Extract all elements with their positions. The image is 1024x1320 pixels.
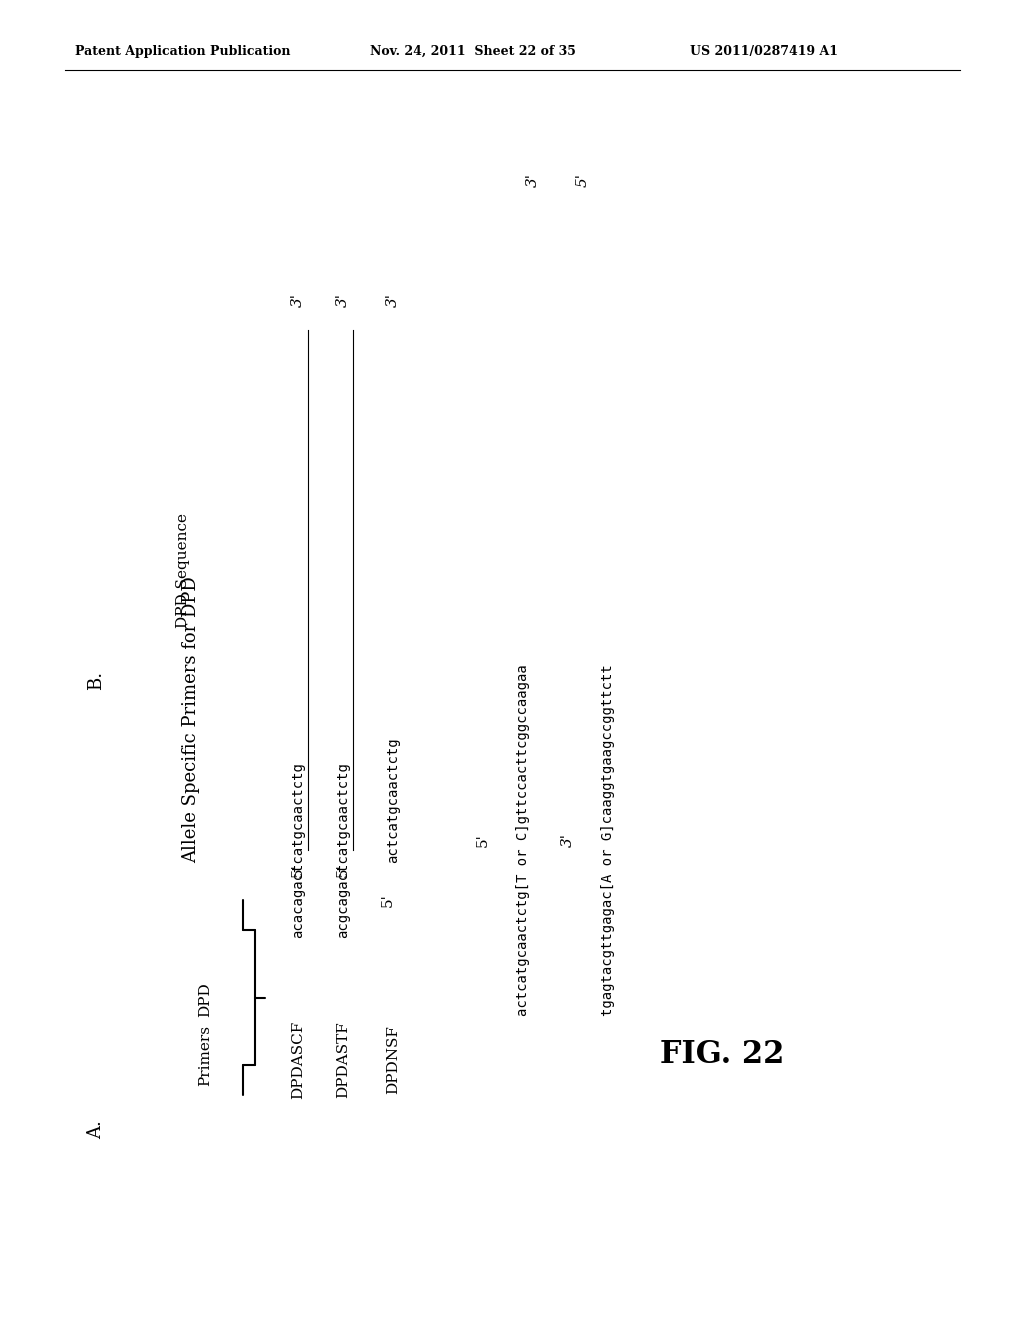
Text: Patent Application Publication: Patent Application Publication [75, 45, 291, 58]
Text: actcatgcaactctg[T or C]gttccacttcggccaagaa: actcatgcaactctg[T or C]gttccacttcggccaag… [516, 664, 530, 1016]
Text: DPDASCF: DPDASCF [291, 1020, 305, 1100]
Text: 5': 5' [336, 863, 350, 876]
Text: acacagactcatgcaactctg: acacagactcatgcaactctg [291, 762, 305, 939]
Text: 3': 3' [291, 293, 305, 308]
Text: DPDNSF: DPDNSF [386, 1026, 400, 1094]
Text: acgcagactcatgcaactctg: acgcagactcatgcaactctg [336, 762, 350, 939]
Text: Primers: Primers [198, 1024, 212, 1085]
Text: tgagtacgttgagac[A or G]caaggtgaagccggttctt: tgagtacgttgagac[A or G]caaggtgaagccggttc… [601, 664, 615, 1016]
Text: US 2011/0287419 A1: US 2011/0287419 A1 [690, 45, 838, 58]
Text: 5': 5' [575, 173, 590, 187]
Text: 3': 3' [526, 173, 540, 187]
Text: 3': 3' [561, 833, 575, 847]
Text: A.: A. [87, 1121, 105, 1139]
Text: 3': 3' [386, 293, 400, 308]
Text: 3': 3' [336, 293, 350, 308]
Text: 5': 5' [476, 833, 490, 847]
Text: Nov. 24, 2011  Sheet 22 of 35: Nov. 24, 2011 Sheet 22 of 35 [370, 45, 575, 58]
Text: 5': 5' [381, 894, 395, 907]
Text: actcatgcaactctg: actcatgcaactctg [386, 737, 400, 863]
Text: DPD: DPD [198, 982, 212, 1018]
Text: DPD Sequence: DPD Sequence [176, 512, 190, 627]
Text: Allele Specific Primers for DPD: Allele Specific Primers for DPD [182, 577, 200, 863]
Text: B.: B. [87, 671, 105, 689]
Text: FIG. 22: FIG. 22 [660, 1039, 784, 1071]
Text: DPDASTF: DPDASTF [336, 1022, 350, 1098]
Text: 5': 5' [291, 863, 305, 876]
